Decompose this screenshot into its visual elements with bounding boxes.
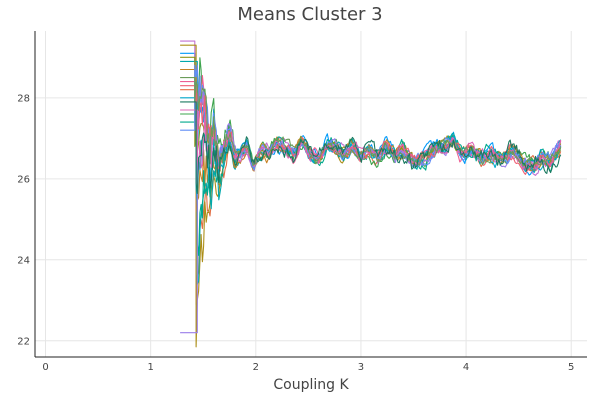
y-tick-label: 24: [17, 255, 30, 266]
series-line: [180, 68, 562, 212]
series-line: [180, 101, 562, 195]
y-tick-labels: 22 24 26 28: [17, 93, 30, 347]
axes: [34, 31, 587, 358]
grid-lines: [35, 31, 587, 357]
x-tick-label: 4: [463, 362, 469, 373]
y-tick-label: 28: [17, 93, 30, 104]
x-axis-label: Coupling K: [273, 377, 349, 393]
y-tick-label: 22: [17, 336, 30, 347]
series-line: [180, 89, 562, 305]
series-line: [180, 44, 562, 348]
series-line: [180, 60, 561, 285]
y-tick-label: 26: [17, 174, 30, 185]
series-group: [180, 40, 562, 348]
x-tick-label: 3: [358, 362, 364, 373]
x-tick-label: 0: [42, 362, 48, 373]
x-tick-label: 5: [568, 362, 574, 373]
x-tick-labels: 0 1 2 3 4 5: [42, 362, 574, 373]
series-line: [180, 91, 562, 334]
x-tick-label: 2: [253, 362, 259, 373]
x-tick-label: 1: [147, 362, 153, 373]
chart-title: Means Cluster 3: [237, 4, 382, 25]
